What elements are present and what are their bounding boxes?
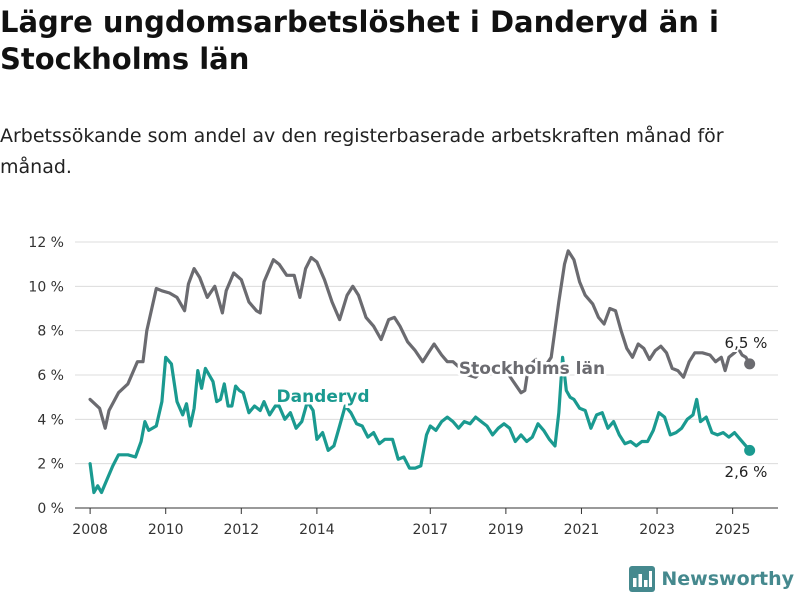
series-line-danderyd: [88, 355, 752, 495]
newsworthy-brand: Newsworthy: [629, 566, 794, 592]
x-tick-label: 2014: [299, 522, 335, 538]
y-axis-ticks: 0 % 2 % 4 % 6 % 8 % 10 % 12 %: [28, 235, 64, 517]
x-tick-label: 2021: [564, 522, 600, 538]
x-tick-label: 2012: [223, 522, 259, 538]
y-tick-label: 2 %: [37, 457, 64, 473]
y-tick-label: 0 %: [37, 501, 64, 517]
series-label-stockholms-lan: Stockholms län: [459, 359, 605, 379]
series-layer: [88, 249, 756, 495]
end-point-stockholms-län: [744, 358, 756, 370]
y-tick-label: 4 %: [37, 412, 64, 428]
y-tick-label: 8 %: [37, 324, 64, 340]
series-label-danderyd: Danderyd: [276, 387, 369, 407]
line-chart: 0 % 2 % 4 % 6 % 8 % 10 % 12 % 2008 2010 2012 2014…: [28, 235, 778, 538]
y-tick-label: 12 %: [28, 235, 64, 251]
x-tick-label: 2023: [639, 522, 675, 538]
brand-name: Newsworthy: [661, 568, 794, 590]
x-axis-ticks: 2008 2010 2012 2014 2017 2019 2021 2023 2025: [72, 508, 750, 538]
y-tick-label: 10 %: [28, 279, 64, 295]
end-value-label-danderyd: 2,6 %: [725, 463, 768, 481]
series-line-stockholms-län: [88, 249, 752, 430]
chart-subtitle: Arbetssökande som andel av den registerb…: [0, 125, 724, 178]
x-tick-label: 2025: [715, 522, 751, 538]
x-tick-label: 2017: [412, 522, 448, 538]
chart-title: Lägre ungdomsarbetslöshet i Danderyd än …: [0, 5, 719, 76]
end-value-label-stockholms-lan: 6,5 %: [725, 334, 768, 352]
annotations: 6,5 % 2,6 % Stockholms län Danderyd: [274, 332, 769, 483]
x-tick-label: 2019: [488, 522, 524, 538]
x-tick-label: 2008: [72, 522, 108, 538]
x-tick-label: 2010: [148, 522, 184, 538]
y-tick-label: 6 %: [37, 368, 64, 384]
newsworthy-logo-icon: [629, 566, 656, 592]
grid-lines: [75, 241, 778, 509]
end-point-danderyd: [744, 444, 756, 456]
